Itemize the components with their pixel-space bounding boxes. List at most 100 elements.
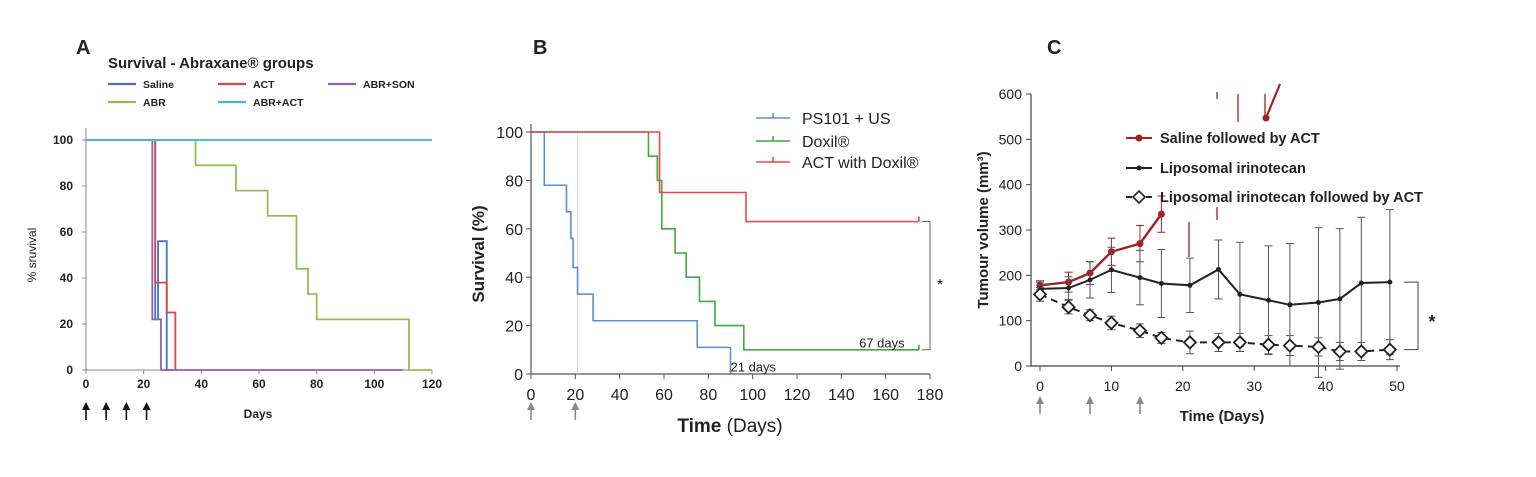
panel-c-series-0 — [1036, 195, 1166, 293]
panel-b-treatment-arrow-head — [527, 402, 535, 410]
panel-a-y-tick-label: 0 — [66, 363, 73, 377]
panel-c-legend-marker — [1135, 134, 1143, 142]
panel-c-marker — [1216, 266, 1221, 272]
panel-a-x-tick-label: 20 — [137, 377, 151, 391]
panel-c-offscale-marker — [1262, 114, 1270, 122]
panel-a-series-line — [86, 139, 432, 371]
panel-c-offscale-line — [1264, 83, 1282, 119]
panel-c-axes: 0 100 200 300 400 500 600 0 10 20 30 40 50 — [999, 86, 1405, 394]
panel-a-series-line — [86, 139, 404, 371]
panel-b-series-line — [531, 131, 732, 374]
panel-a-series-line — [86, 139, 173, 371]
panel-b-treatment-arrows — [527, 402, 580, 420]
panel-c-marker — [1032, 287, 1048, 302]
panel-b-x-axis-label: Time (Days) — [677, 416, 782, 437]
panel-a-series-line — [86, 139, 177, 370]
panel-c-treatment-arrows — [1036, 396, 1144, 414]
panel-c-marker — [1211, 335, 1226, 350]
panel-b-x-tick-label: 120 — [784, 387, 811, 404]
panel-b-series-line — [531, 131, 919, 351]
panel-a-legend-label: ABR+SON — [363, 79, 415, 91]
panel-c-legend-label: Liposomal irinotecan followed by ACT — [1160, 190, 1423, 206]
panel-a-legend: Saline ACT ABR+SON ABR ABR+ACT — [108, 79, 415, 109]
panel-c-marker — [1158, 280, 1164, 286]
panel-b-treatment-arrow — [571, 402, 580, 420]
panel-c-marker — [1232, 335, 1248, 350]
panel-a-x-axis-label: Days — [244, 407, 273, 421]
panel-c-y-tick-label: 600 — [999, 86, 1023, 102]
panel-c-marker — [1337, 296, 1343, 302]
panel-c-marker — [1358, 280, 1364, 286]
panel-b: B PS101 + US Doxil® ACT with Doxil® 0 20 40 6… — [469, 37, 943, 437]
panel-b-y-axis-label: Survival (%) — [469, 205, 488, 302]
panel-b-x-tick-label: 160 — [872, 387, 899, 404]
panel-c-significance-star: * — [1428, 312, 1435, 332]
panel-c-treatment-arrow-head — [1135, 396, 1144, 404]
panel-a-treatment-arrow-head — [82, 402, 90, 410]
panel-c-legend-marker — [1131, 189, 1147, 205]
panel-c-y-tick-label: 100 — [999, 313, 1023, 329]
panel-b-x-tick-label: 40 — [611, 387, 629, 404]
panel-c-marker — [1315, 300, 1321, 306]
panel-c-y-axis-label: Tumour volume (mm³) — [975, 151, 992, 308]
panel-c-marker — [1265, 297, 1271, 303]
panel-b-x-axis-label-bold: Time — [677, 416, 721, 437]
panel-a-x-tick-label: 0 — [83, 377, 90, 391]
panel-c-series-line — [1039, 213, 1163, 287]
panel-c-marker — [1061, 299, 1076, 315]
panel-c-y-tick-label: 200 — [999, 267, 1023, 283]
panel-a-treatment-arrow — [102, 402, 111, 420]
panel-c-marker — [1157, 210, 1165, 218]
panel-c-x-tick-label: 10 — [1104, 378, 1120, 394]
panel-b-legend-label: PS101 + US — [802, 111, 891, 128]
panel-b-x-tick-label: 100 — [739, 387, 766, 404]
panel-b-y-tick-label: 60 — [505, 222, 523, 239]
panel-b-x-tick-label: 180 — [917, 387, 944, 404]
panel-c-series: * — [1032, 83, 1436, 378]
panel-c-treatment-arrow-head — [1085, 396, 1094, 404]
panel-a-y-axis-label: % sruvival — [25, 228, 39, 283]
panel-a-treatment-arrow-head — [102, 402, 111, 410]
panel-c-x-axis-label: Time (Days) — [1180, 408, 1265, 425]
panel-c-marker — [1154, 330, 1169, 346]
panel-c-marker — [1387, 279, 1393, 285]
panel-a-y-tick-label: 20 — [60, 317, 74, 331]
panel-a-y-tick-label: 80 — [60, 179, 74, 193]
panel-c-x-tick-label: 30 — [1246, 378, 1262, 394]
panel-c-x-tick-label: 40 — [1318, 378, 1334, 394]
panel-a-treatment-arrow — [82, 402, 90, 420]
panel-c-x-tick-label: 20 — [1175, 378, 1191, 394]
panel-c-x-tick-label: 50 — [1389, 378, 1405, 394]
panel-c-treatment-arrow — [1135, 396, 1144, 414]
panel-b-x-tick-label: 80 — [699, 387, 717, 404]
panel-b-treatment-arrow — [527, 402, 535, 420]
panel-a-series — [86, 139, 432, 371]
panel-c-marker — [1382, 342, 1398, 357]
panel-b-y-tick-label: 20 — [505, 319, 523, 336]
panel-b-series — [531, 131, 920, 374]
panel-c-marker — [1182, 335, 1198, 350]
panel-b-x-tick-label: 140 — [828, 387, 855, 404]
panel-c-letter: C — [1047, 37, 1061, 59]
panel-a-legend-label: ABR+ACT — [253, 97, 304, 109]
panel-c-treatment-arrow-head — [1036, 396, 1044, 404]
panel-c-x-tick-label: 0 — [1036, 378, 1044, 394]
panel-a-y-tick-label: 40 — [60, 271, 74, 285]
panel-b-annotations: * 67 days 21 days — [731, 221, 943, 375]
panel-b-treatment-arrow-head — [571, 402, 580, 410]
panel-a-title: Survival - Abraxane® groups — [108, 55, 314, 72]
panel-a-treatment-arrow-head — [122, 402, 131, 410]
panel-a-x-tick-label: 60 — [252, 377, 266, 391]
panel-c-y-tick-label: 300 — [999, 222, 1023, 238]
panel-b-annotation: 21 days — [731, 360, 777, 375]
panel-c-legend-label: Saline followed by ACT — [1160, 131, 1320, 147]
panel-c-marker — [1237, 291, 1243, 297]
panel-b-series-line — [531, 131, 919, 223]
panel-a-treatment-arrow-head — [142, 402, 151, 410]
panel-a-x-tick-label: 80 — [310, 377, 324, 391]
panel-c-significance-bracket — [1404, 281, 1419, 351]
panel-b-y-tick-label: 80 — [505, 173, 523, 190]
panel-a-treatment-arrows — [82, 402, 151, 420]
panel-b-y-tick-label: 100 — [496, 125, 523, 142]
panel-c: C 0 100 200 300 400 500 600 0 10 20 30 40 50 * Salin… — [975, 37, 1436, 425]
